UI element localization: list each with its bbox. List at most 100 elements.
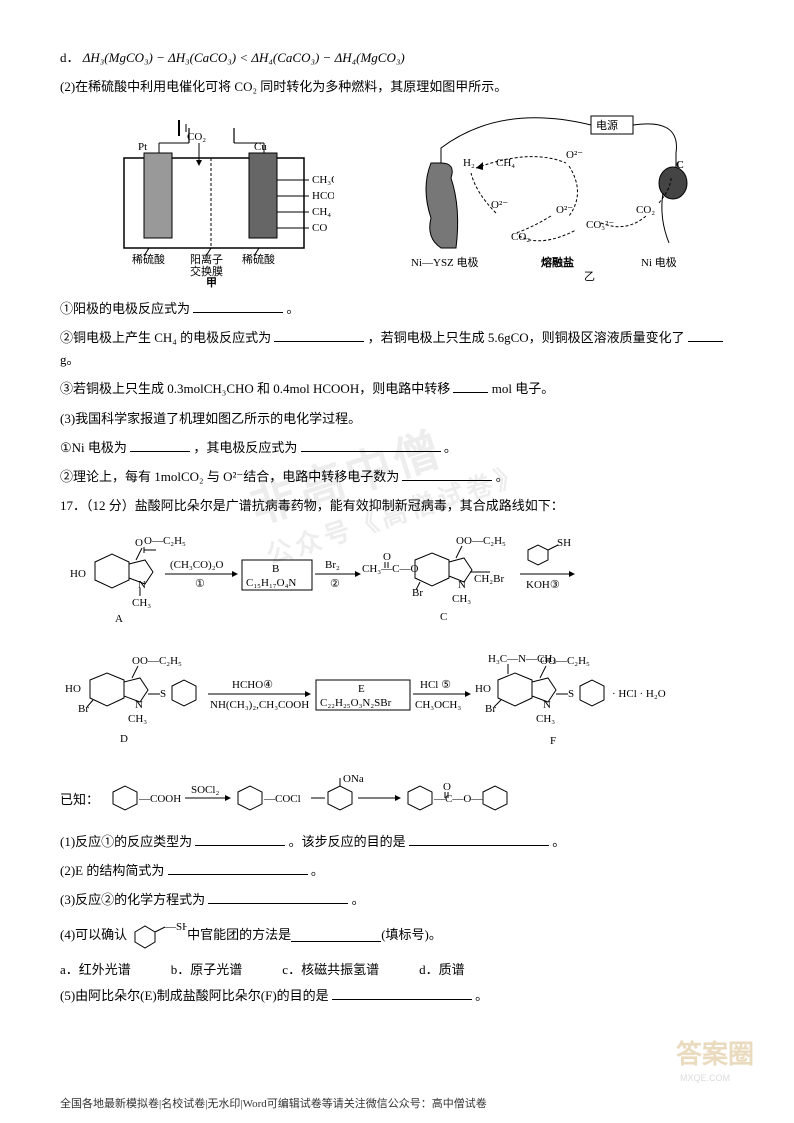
svg-text:CH₂Br: CH₂Br [474, 573, 504, 585]
svg-text:Br₂: Br₂ [325, 559, 340, 571]
q17-4c: (填标号)。 [381, 924, 442, 946]
svg-text:CH₃: CH₃ [132, 597, 151, 609]
svg-text:KOH③: KOH③ [526, 579, 560, 591]
svg-text:HO: HO [70, 568, 86, 580]
svg-text:CH₃: CH₃ [452, 593, 471, 605]
q3-1a: ①Ni 电极为 [60, 440, 127, 455]
q17-4a: (4)可以确认 [60, 924, 127, 946]
q17-1-blank2[interactable] [409, 833, 549, 846]
svg-text:CH₄: CH₄ [496, 157, 515, 169]
q17-intro: 17．（12 分）盐酸阿比朵尔是广谱抗病毒药物，能有效抑制新冠病毒，其合成路线如… [60, 495, 734, 517]
q17-2b: 。 [311, 863, 324, 878]
q17-2-blank[interactable] [168, 862, 308, 875]
q17-2: (2)E 的结构简式为 。 [60, 860, 734, 882]
known-label: 已知： [60, 789, 99, 808]
svg-text:E: E [358, 683, 365, 695]
svg-text:N: N [543, 699, 551, 711]
q17-1-blank1[interactable] [195, 833, 285, 846]
svg-text:O: O [540, 655, 548, 667]
q17-1c: 。 [552, 834, 565, 849]
svg-text:HCHO④: HCHO④ [232, 679, 273, 691]
svg-text:Br: Br [412, 587, 423, 599]
svg-text:· HCl · H₂O: · HCl · H₂O [612, 688, 666, 700]
scheme-row-1: HO N CH₃ O O—C₂H₅ A (CH₃CO)₂O ① B C₁₅H₁₇… [60, 532, 730, 632]
q2-2: ②铜电极上产生 CH₄ 的电极反应式为 ，若铜电极上只生成 5.6gCO，则铜极… [60, 327, 734, 371]
q17-3-blank[interactable] [208, 891, 348, 904]
q17-3b: 。 [352, 892, 365, 907]
q2-1-text: ①阳极的电极反应式为 [60, 301, 190, 316]
svg-text:A: A [115, 613, 123, 625]
svg-text:O: O [443, 781, 451, 793]
option-b: b．原子光谱 [171, 959, 243, 978]
q2-2-blank2[interactable] [688, 329, 723, 342]
thiophenol-icon: —SH [127, 918, 187, 952]
q17-1a: (1)反应①的反应类型为 [60, 834, 192, 849]
svg-text:NH(CH₃)₂,CH₃COOH: NH(CH₃)₂,CH₃COOH [210, 699, 309, 711]
q3-2-blank[interactable] [402, 468, 492, 481]
q17-4: (4)可以确认 —SH 中官能团的方法是 (填标号)。 [60, 918, 734, 952]
svg-text:熔融盐: 熔融盐 [541, 255, 574, 269]
svg-text:Br: Br [485, 703, 496, 715]
q17-3a: (3)反应②的化学方程式为 [60, 892, 205, 907]
svg-text:MXQE.COM: MXQE.COM [680, 1073, 730, 1083]
known-scheme: —COOH SOCl₂ —COCl ONa —C—O— O [103, 774, 563, 824]
svg-text:CH₃: CH₃ [128, 713, 147, 725]
svg-text:HCOOH: HCOOH [312, 190, 334, 202]
svg-text:Br: Br [78, 703, 89, 715]
figure-yi: 电源 H₂ CH₄ O²⁻ C O²⁻ O²⁻ CO₂ CO₃²⁻ CO₂ Ni… [401, 108, 701, 288]
svg-text:阳离子: 阳离子 [190, 252, 223, 266]
svg-text:C: C [676, 159, 684, 171]
svg-text:交换膜: 交换膜 [190, 264, 223, 278]
svg-text:CH₃: CH₃ [536, 713, 555, 725]
svg-text:CH₄: CH₄ [312, 206, 331, 218]
svg-text:Cu: Cu [254, 141, 267, 153]
q17-4-blank[interactable] [291, 929, 381, 942]
svg-text:—SH: —SH [164, 921, 187, 933]
svg-text:O: O [383, 551, 391, 563]
q17-5-blank[interactable] [332, 987, 472, 1000]
option-c: c．核磁共振氢谱 [282, 959, 379, 978]
q2-intro: (2)在稀硫酸中利用电催化可将 CO₂ 同时转化为多种燃料，其原理如图甲所示。 [60, 76, 734, 98]
svg-text:HO: HO [475, 683, 491, 695]
svg-text:D: D [120, 733, 128, 745]
svg-text:Ni—YSZ 电极: Ni—YSZ 电极 [411, 255, 479, 269]
q3-1b: ，其电极反应式为 [193, 440, 297, 455]
svg-text:O²⁻: O²⁻ [491, 199, 508, 211]
svg-text:CH₃OCH₃: CH₃OCH₃ [415, 699, 461, 711]
q2-3-blank[interactable] [453, 380, 488, 393]
q17-5a: (5)由阿比朵尔(E)制成盐酸阿比朵尔(F)的目的是 [60, 988, 329, 1003]
q2-3b: mol 电子。 [492, 381, 554, 396]
q3-1: ①Ni 电极为 ，其电极反应式为 。 [60, 437, 734, 459]
svg-text:HCl ⑤: HCl ⑤ [420, 679, 451, 691]
svg-text:甲: 甲 [206, 276, 217, 288]
svg-text:CO₂: CO₂ [636, 204, 655, 216]
svg-text:—COCl: —COCl [263, 793, 301, 805]
option-a: a．红外光谱 [60, 959, 131, 978]
svg-text:CO₂: CO₂ [187, 131, 206, 143]
q17-1: (1)反应①的反应类型为 。该步反应的目的是 。 [60, 831, 734, 853]
svg-text:O—C₂H₅: O—C₂H₅ [140, 655, 182, 667]
svg-text:O: O [132, 655, 140, 667]
q2-2b: ，若铜电极上只生成 5.6gCO，则铜极区溶液质量变化了 [368, 330, 685, 345]
scheme-row-2: HO Br O O—C₂H₅ N CH₃ S D HCHO④ NH(CH₃)₂,… [60, 652, 730, 762]
q3-1-blank1[interactable] [130, 439, 190, 452]
svg-text:S: S [160, 688, 166, 700]
q3-intro: (3)我国科学家报道了机理如图乙所示的电化学过程。 [60, 408, 734, 430]
q2-1-blank[interactable] [193, 300, 283, 313]
q3-1c: 。 [444, 440, 457, 455]
svg-text:②: ② [330, 578, 340, 590]
svg-text:CO₃²⁻: CO₃²⁻ [586, 219, 614, 231]
q2-2-blank1[interactable] [274, 329, 364, 342]
svg-text:F: F [550, 735, 556, 747]
svg-text:O—C₂H₅: O—C₂H₅ [144, 535, 186, 547]
q2-1: ①阳极的电极反应式为 。 [60, 298, 734, 320]
q3-1-blank2[interactable] [301, 439, 441, 452]
svg-text:稀硫酸: 稀硫酸 [242, 252, 275, 266]
svg-text:CH₃CHO: CH₃CHO [312, 174, 334, 186]
svg-text:SOCl₂: SOCl₂ [191, 784, 219, 796]
q2-2c: g。 [60, 352, 80, 367]
svg-text:N: N [458, 579, 466, 591]
q2-3a: ③若铜极上只生成 0.3molCH₃CHO 和 0.4mol HCOOH，则电路… [60, 381, 450, 396]
svg-text:乙: 乙 [584, 270, 595, 283]
svg-text:CH₃—C—O: CH₃—C—O [362, 563, 418, 575]
